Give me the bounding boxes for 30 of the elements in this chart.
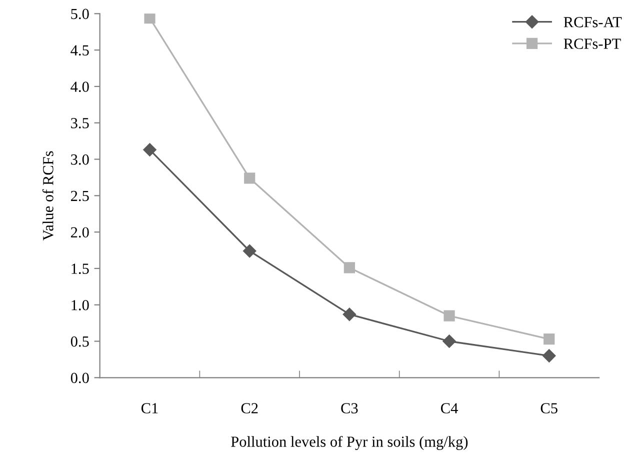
x-tick-label: C3 xyxy=(341,403,358,414)
point xyxy=(243,244,256,258)
point xyxy=(444,310,455,322)
y-tick-label: 0.5 xyxy=(70,336,89,347)
y-tick-label: 3.0 xyxy=(71,154,89,165)
x-axis-title: Pollution levels of Pyr in soils (mg/kg) xyxy=(231,436,468,450)
y-tick-label: 5.0 xyxy=(71,8,89,20)
point xyxy=(344,262,355,274)
y-tick-label: 1.5 xyxy=(72,264,89,274)
x-tick-label: C4 xyxy=(440,403,458,414)
point xyxy=(544,334,555,345)
x-tick-label: C2 xyxy=(241,403,258,414)
legend-label: RCFs-AT xyxy=(564,17,622,28)
y-tick-label: 1.0 xyxy=(72,300,89,310)
point xyxy=(542,349,556,362)
y-tick-label: 4.5 xyxy=(70,45,89,56)
legend-label: RCFs-PT xyxy=(564,38,621,49)
x-tick-label: C5 xyxy=(540,403,558,414)
point xyxy=(442,334,456,348)
y-tick-label: 4.0 xyxy=(70,82,89,92)
y-tick-label: 0.0 xyxy=(70,372,89,384)
point xyxy=(143,143,156,156)
point xyxy=(342,308,356,321)
x-tick-label: C1 xyxy=(141,403,158,414)
y-tick-label: 2.0 xyxy=(70,227,89,238)
point xyxy=(244,172,256,184)
y-tick-label: 2.5 xyxy=(70,190,89,202)
y-tick-label: 3.5 xyxy=(71,118,89,128)
y-axis-title: Value of RCFs xyxy=(42,151,54,240)
point xyxy=(144,14,156,24)
